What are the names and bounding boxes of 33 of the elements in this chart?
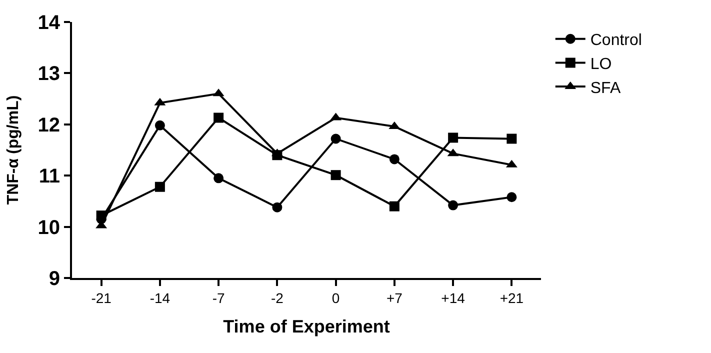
point [330,170,341,180]
y-axis-title: TNF-α (pg/mL) [5,95,22,205]
x-tick-label: +7 [386,290,403,306]
point [389,201,400,212]
y-tick-label: 13 [38,63,60,86]
x-tick-label: -14 [150,290,170,306]
point [214,112,224,123]
point [154,120,165,130]
x-tick-label: +21 [500,290,524,306]
point [154,182,165,192]
point [330,134,341,144]
x-tick-label: +14 [441,290,466,306]
point [506,134,517,144]
legend-label: LO [590,56,612,73]
y-tick-label: 14 [38,12,61,34]
y-tick-label: 12 [38,114,60,136]
y-tick-label: 11 [38,166,60,188]
point [448,132,458,143]
point [389,154,400,164]
legend-label: SFA [590,80,621,97]
point [448,200,458,210]
point [272,150,282,160]
x-tick-label: 0 [332,290,340,306]
x-tick-label: -2 [270,290,284,306]
legend-label: Control [590,32,642,50]
y-tick-label: 9 [48,268,60,290]
x-axis-title: Time of Experiment [223,316,390,336]
point [214,173,224,184]
point [506,192,517,202]
y-tick-label: 10 [38,216,60,239]
x-tick-label: -21 [91,290,112,306]
x-tick-label: -7 [212,290,225,306]
point [272,202,282,212]
